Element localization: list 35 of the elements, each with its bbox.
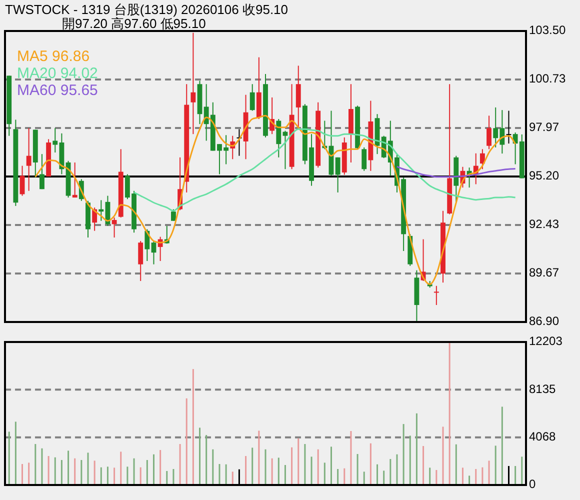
y-tick-label: 12203 [529, 334, 563, 348]
candlestick [362, 146, 367, 172]
y-tick-label: 89.67 [529, 266, 560, 280]
candlestick [276, 118, 282, 158]
candlestick [250, 84, 255, 112]
candlestick [40, 154, 44, 190]
candlestick [335, 156, 340, 193]
candlestick [26, 128, 32, 192]
candlestick [151, 240, 156, 265]
candlestick [486, 115, 492, 150]
candlestick [138, 240, 144, 282]
candlestick [480, 148, 485, 170]
text: MA5 96.86 [17, 48, 90, 65]
y-tick-label: 97.97 [529, 120, 560, 134]
y-tick-label: 86.90 [529, 314, 560, 328]
candlestick [506, 110, 512, 144]
text: MA20 94.02 [17, 65, 98, 82]
y-tick-label: 103.50 [529, 23, 566, 38]
candlestick [170, 208, 176, 222]
y-tick-label: 4068 [529, 430, 556, 444]
y-tick-label: 95.20 [529, 168, 560, 183]
candlestick [434, 285, 439, 306]
y-tick-label: 92.43 [529, 217, 560, 232]
candlestick [190, 32, 196, 135]
candlestick [112, 217, 117, 238]
y-tick-label: 100.73 [529, 72, 566, 86]
y-tick-label: 8135 [529, 382, 556, 396]
candlestick [72, 162, 78, 198]
candlestick [144, 228, 150, 262]
text: MA60 95.65 [17, 82, 98, 99]
chart-subtitle: 開97.20 高97.60 低95.10 [62, 16, 206, 31]
y-tick-label: 0 [529, 477, 536, 492]
candlestick [296, 65, 301, 128]
candlestick [282, 130, 288, 170]
chart-title: TWSTOCK - 1319 台股(1319) 20260106 收95.10 [5, 2, 288, 17]
